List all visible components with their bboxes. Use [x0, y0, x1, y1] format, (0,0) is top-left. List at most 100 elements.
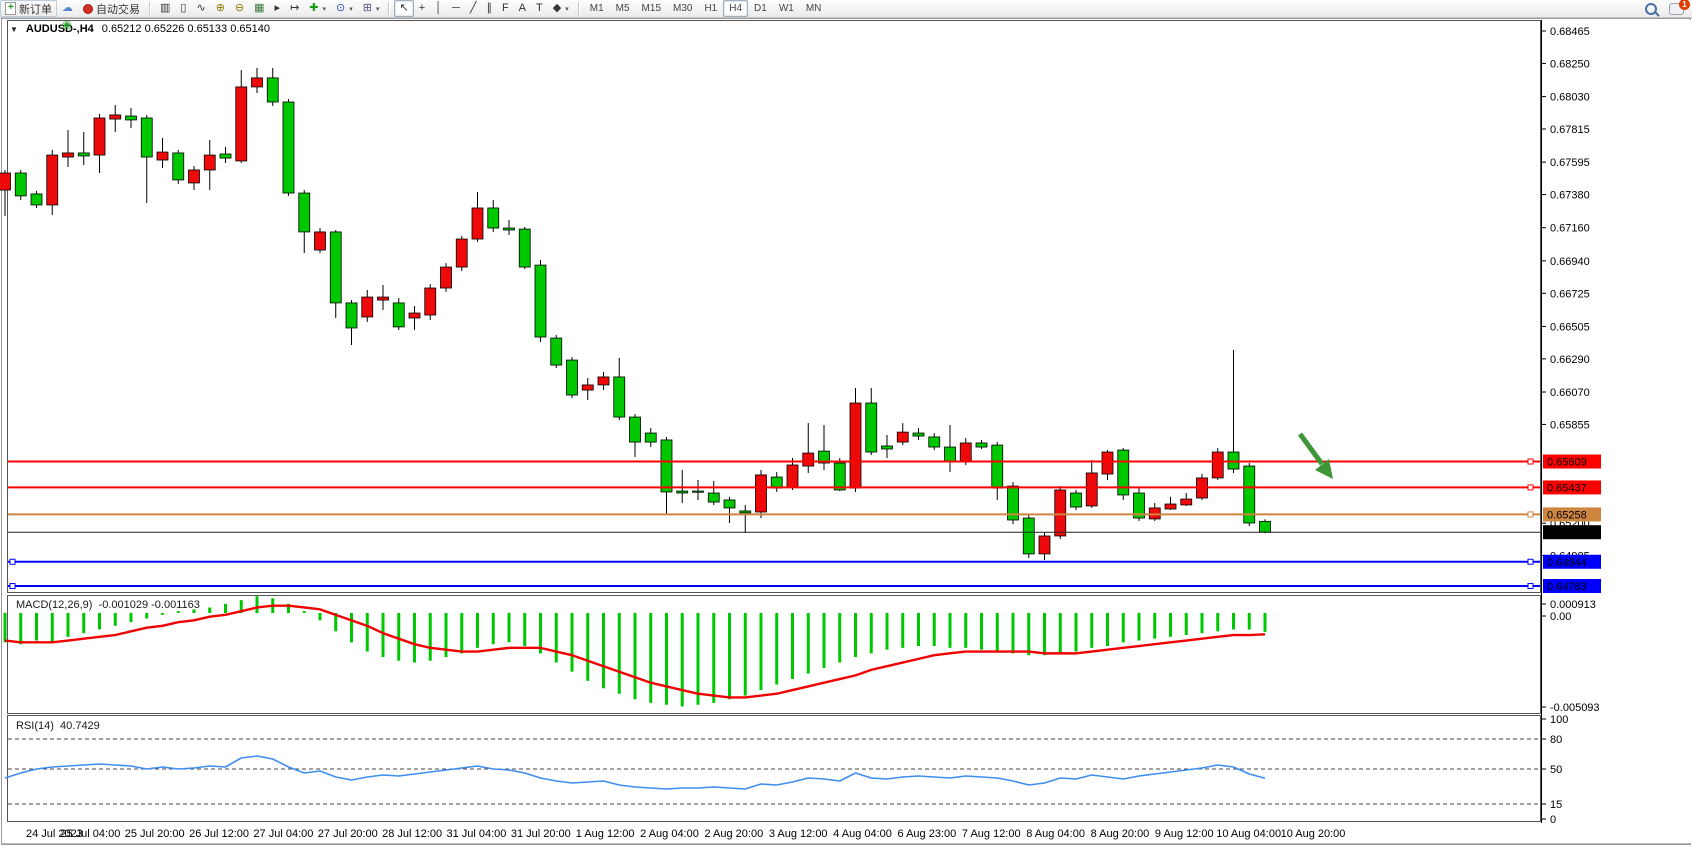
candle — [613, 357, 626, 421]
line-handle[interactable] — [1527, 458, 1534, 465]
timeframe-button-mn[interactable]: MN — [805, 3, 822, 14]
candle-body — [1070, 492, 1082, 508]
collapse-icon[interactable]: ▼ — [10, 24, 18, 34]
periods-button[interactable]: ⊙ ▾ — [331, 0, 358, 17]
toolbar-separator — [388, 2, 391, 15]
vertical-line-icon: │ — [435, 2, 443, 14]
candle — [723, 496, 736, 524]
candle-body — [944, 446, 956, 463]
chart-shift-button[interactable]: ↦ — [285, 0, 304, 17]
chevron-down-icon: ▾ — [565, 5, 569, 13]
candle — [707, 480, 720, 506]
timeframe-button-w1[interactable]: W1 — [778, 3, 794, 14]
bar-chart-button[interactable]: ▥ — [155, 0, 175, 17]
line-chart-button[interactable]: ∿ — [191, 0, 210, 17]
candle-body — [14, 172, 27, 197]
time-axis-label: 25 Jul 20:00 — [125, 828, 185, 840]
arrow-annotation-head[interactable] — [1315, 459, 1333, 479]
pane-main[interactable] — [7, 20, 1541, 593]
channel-button[interactable]: ∥ — [481, 0, 497, 17]
price-tick-label: 0.67815 — [1550, 124, 1590, 136]
candle-body — [1054, 489, 1067, 537]
label-button[interactable]: T — [531, 0, 548, 17]
symbol-quote-bar[interactable]: ▼ AUDUSD-,H4 0.65212 0.65226 0.65133 0.6… — [10, 23, 270, 35]
candle — [471, 191, 484, 242]
rsi-label[interactable]: RSI(14) 40.7429 — [16, 720, 100, 732]
candle-body — [440, 266, 452, 289]
time-axis[interactable] — [2, 823, 1690, 843]
candle-body — [959, 442, 972, 463]
candlestick-chart-button[interactable]: ▯ — [175, 0, 191, 17]
timeframe-button-m5[interactable]: M5 — [615, 3, 630, 14]
timeframe-button-h4[interactable]: H4 — [723, 0, 749, 17]
candle — [109, 105, 122, 132]
pane-macd[interactable] — [7, 595, 1541, 714]
autotrading-button[interactable]: 自动交易 — [78, 0, 145, 17]
candle-body — [235, 86, 248, 162]
time-axis-label: 24 Jul 2023 — [26, 828, 83, 840]
price-tick-label: 0.67380 — [1550, 190, 1590, 202]
candle — [692, 480, 704, 500]
price-tag — [1543, 579, 1601, 594]
candle — [597, 371, 610, 391]
auto-scroll-button[interactable]: ▸ — [270, 0, 286, 17]
timeframe-button-m1[interactable]: M1 — [589, 3, 604, 14]
candle-body — [613, 376, 626, 418]
arrow-annotation[interactable] — [1297, 432, 1325, 466]
trendline-button[interactable]: ╱ — [465, 0, 482, 17]
line-handle[interactable] — [9, 583, 16, 590]
candle-body — [46, 154, 59, 206]
candle-body — [629, 416, 641, 443]
line-handle[interactable] — [1527, 558, 1534, 565]
community-button[interactable]: ☁ — [57, 0, 78, 17]
rsi-axis-label: 100 — [1550, 714, 1568, 726]
candle-body — [833, 462, 846, 491]
tile-windows-button[interactable]: ▦ — [249, 0, 269, 17]
chart-canvas[interactable]: 0.68465 0.68250 0.68030 0.67815 0.67595 0.673… — [0, 17, 1692, 847]
candle — [235, 70, 248, 164]
timeframe-button-d1[interactable]: D1 — [754, 3, 767, 14]
timeframe-button-m30[interactable]: M30 — [673, 3, 693, 14]
toolbar-separator — [577, 2, 580, 15]
line-handle[interactable] — [1527, 484, 1534, 491]
rsi-title: RSI(14) — [16, 720, 54, 732]
candle-body — [329, 231, 342, 304]
crosshair-button[interactable]: + — [414, 0, 430, 17]
candle — [219, 146, 232, 164]
price-tick-label: 0.66505 — [1550, 321, 1590, 333]
horizontal-line-icon: ─ — [452, 2, 460, 14]
indicators-button[interactable]: ✚ ▾ — [304, 0, 331, 17]
new-order-button[interactable]: 新订单 — [0, 0, 57, 17]
candle-body — [282, 101, 295, 194]
candle-body — [723, 499, 736, 509]
templates-button[interactable]: ⊞ ▾ — [358, 0, 385, 17]
vertical-line-button[interactable]: │ — [430, 0, 447, 17]
line-handle[interactable] — [1527, 583, 1534, 590]
zoom-out-button[interactable]: ⊖ — [230, 0, 249, 17]
timeframe-button-h1[interactable]: H1 — [704, 3, 718, 14]
line-handle[interactable] — [1527, 511, 1534, 518]
price-tag — [1543, 554, 1601, 569]
candle — [755, 469, 767, 519]
chevron-down-icon: ▾ — [349, 5, 353, 13]
toolbar-draw-group: ↖ + │ ─ ╱ ∥ F A T ◆ ▾ — [394, 0, 573, 17]
zoom-in-button[interactable]: ⊕ — [211, 0, 230, 17]
time-axis-label: 3 Aug 12:00 — [769, 828, 828, 840]
macd-label[interactable]: MACD(12,26,9) -0.001029 -0.001163 — [16, 599, 200, 611]
search-icon[interactable] — [1645, 2, 1657, 15]
line-handle[interactable] — [9, 558, 16, 565]
notifications-icon[interactable]: 1 — [1669, 0, 1690, 15]
price-axis[interactable] — [1541, 20, 1691, 843]
label-icon: T — [536, 2, 543, 14]
time-axis-label: 8 Aug 20:00 — [1091, 828, 1150, 840]
signals-button[interactable]: ◉ — [57, 17, 78, 34]
cursor-button[interactable]: ↖ — [394, 0, 414, 17]
horizontal-line-button[interactable]: ─ — [447, 0, 465, 17]
timeframe-button-m15[interactable]: M15 — [641, 3, 661, 14]
macd-signal-line — [4, 604, 1266, 699]
bid-price-tag — [1543, 525, 1601, 540]
fibonacci-button[interactable]: F — [497, 0, 514, 17]
shapes-button[interactable]: ◆ ▾ — [548, 0, 574, 17]
candle — [203, 139, 216, 191]
text-button[interactable]: A — [514, 0, 531, 17]
